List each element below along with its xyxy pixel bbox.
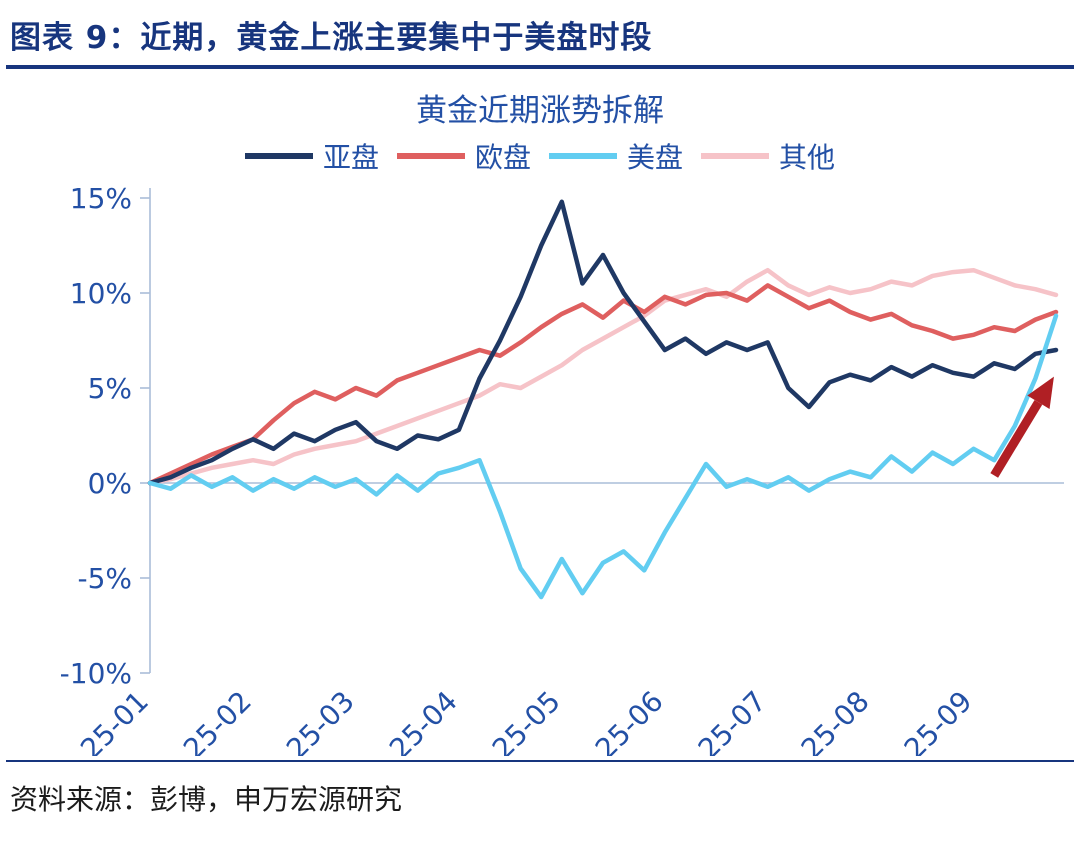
y-axis-tick-label: 10%	[70, 277, 132, 310]
legend-swatch-asia	[244, 153, 313, 159]
x-axis-tick-label: 25-01	[74, 685, 155, 756]
x-axis-tick-label: 25-06	[589, 685, 670, 756]
legend-item-us: 美盘	[549, 136, 683, 176]
line-chart: 15% 10% 5% 0% -5% -10%25-01 25-02 25-03 25-04 25-…	[60, 182, 1064, 765]
legend-label-asia: 亚盘	[322, 141, 379, 174]
legend-swatch-us	[549, 153, 617, 159]
plot-area: 15% 10% 5% 0% -5% -10% 25-01 25-02 25-03 25-04 25-…	[0, 176, 1080, 765]
figure-title: 图表 9：近期，黄金上涨主要集中于美盘时段	[10, 20, 653, 56]
y-axis-tick-label: 0%	[88, 467, 132, 500]
y-axis-tick-label: 5%	[88, 372, 132, 405]
chart-title: 黄金近期涨势拆解	[416, 93, 664, 129]
legend-item-asia: 亚盘	[244, 136, 379, 176]
annotation-arrow-shaft	[990, 399, 1043, 478]
x-axis-tick-label: 25-04	[383, 685, 464, 756]
series-line-asia	[147, 199, 1059, 486]
x-axis-tick-label: 25-02	[177, 685, 258, 756]
x-axis-tick-label: 25-05	[486, 685, 567, 756]
y-axis-tick-label: -5%	[77, 562, 132, 595]
y-axis-tick-label: -10%	[60, 657, 132, 690]
legend-item-other: 其他	[701, 136, 835, 176]
series-line-europe	[147, 283, 1059, 486]
footer-divider	[6, 760, 1074, 762]
legend-swatch-other	[701, 153, 770, 159]
x-axis-tick-label: 25-07	[692, 685, 773, 756]
legend-swatch-europe	[396, 153, 465, 159]
legend-label-europe: 欧盘	[474, 141, 531, 174]
legend-item-europe: 欧盘	[396, 136, 531, 176]
title-divider	[6, 65, 1074, 69]
series-line-us	[147, 313, 1059, 600]
legend-label-other: 其他	[779, 141, 836, 174]
legend-label-us: 美盘	[627, 141, 684, 174]
x-axis-tick-label: 25-08	[795, 685, 876, 756]
y-axis-tick-label: 15%	[70, 182, 132, 215]
legend: 亚盘 欧盘 美盘 其他	[0, 138, 1080, 174]
annotation-arrow-head	[1027, 376, 1054, 409]
x-axis-tick-label: 25-09	[898, 685, 979, 756]
x-axis-tick-label: 25-03	[280, 685, 361, 756]
source-text: 资料来源：彭博，申万宏源研究	[10, 783, 403, 816]
series-line-other	[147, 267, 1059, 486]
